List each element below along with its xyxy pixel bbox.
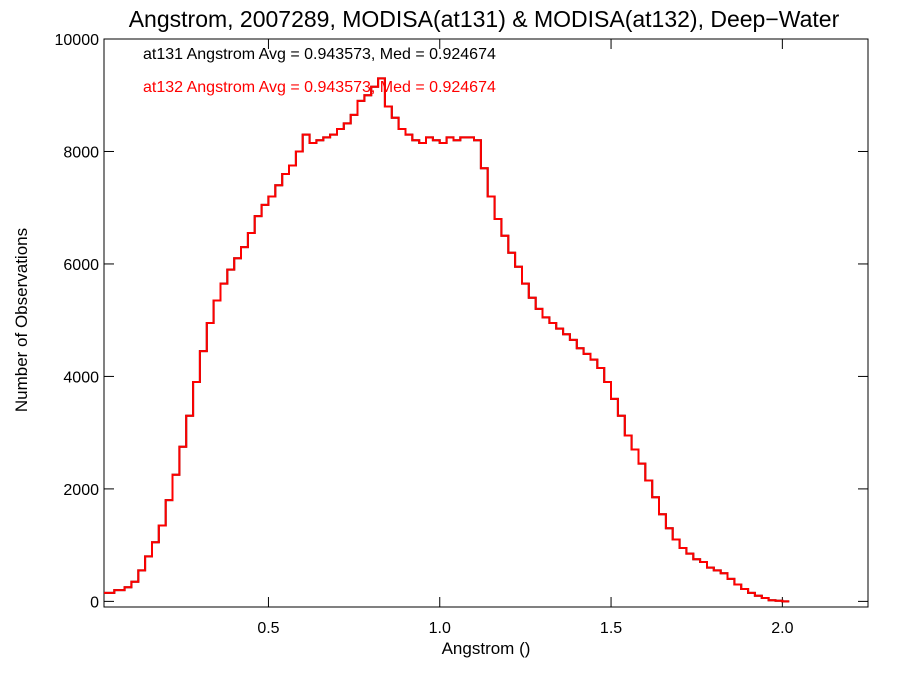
x-tick-label: 1.5 [600, 620, 622, 637]
series-layer [104, 77, 790, 603]
y-tick-label: 8000 [63, 144, 99, 161]
x-tick-label: 1.0 [429, 620, 451, 637]
chart-title: Angstrom, 2007289, MODISA(at131) & MODIS… [129, 6, 840, 32]
x-axis-label: Angstrom () [442, 639, 531, 658]
annotation-at132: at132 Angstrom Avg = 0.943573, Med = 0.9… [143, 79, 496, 96]
y-tick-label: 0 [90, 594, 99, 611]
y-tick-label: 10000 [55, 32, 100, 49]
plot-frame [103, 38, 869, 608]
y-axis: 0 2000 4000 6000 8000 10000 [55, 32, 868, 611]
y-axis-label: Number of Observations [12, 228, 31, 412]
annotation-at131: at131 Angstrom Avg = 0.943573, Med = 0.9… [143, 46, 496, 63]
plot-area: 0 2000 4000 6000 8000 10000 0.5 1.0 1.5 2.0 [55, 32, 869, 637]
x-tick-label: 0.5 [257, 620, 279, 637]
y-tick-label: 4000 [63, 369, 99, 386]
series-line-at132 [104, 77, 790, 603]
x-tick-label: 2.0 [771, 620, 793, 637]
y-tick-label: 6000 [63, 257, 99, 274]
x-axis: 0.5 1.0 1.5 2.0 [257, 39, 794, 637]
y-tick-label: 2000 [63, 482, 99, 499]
